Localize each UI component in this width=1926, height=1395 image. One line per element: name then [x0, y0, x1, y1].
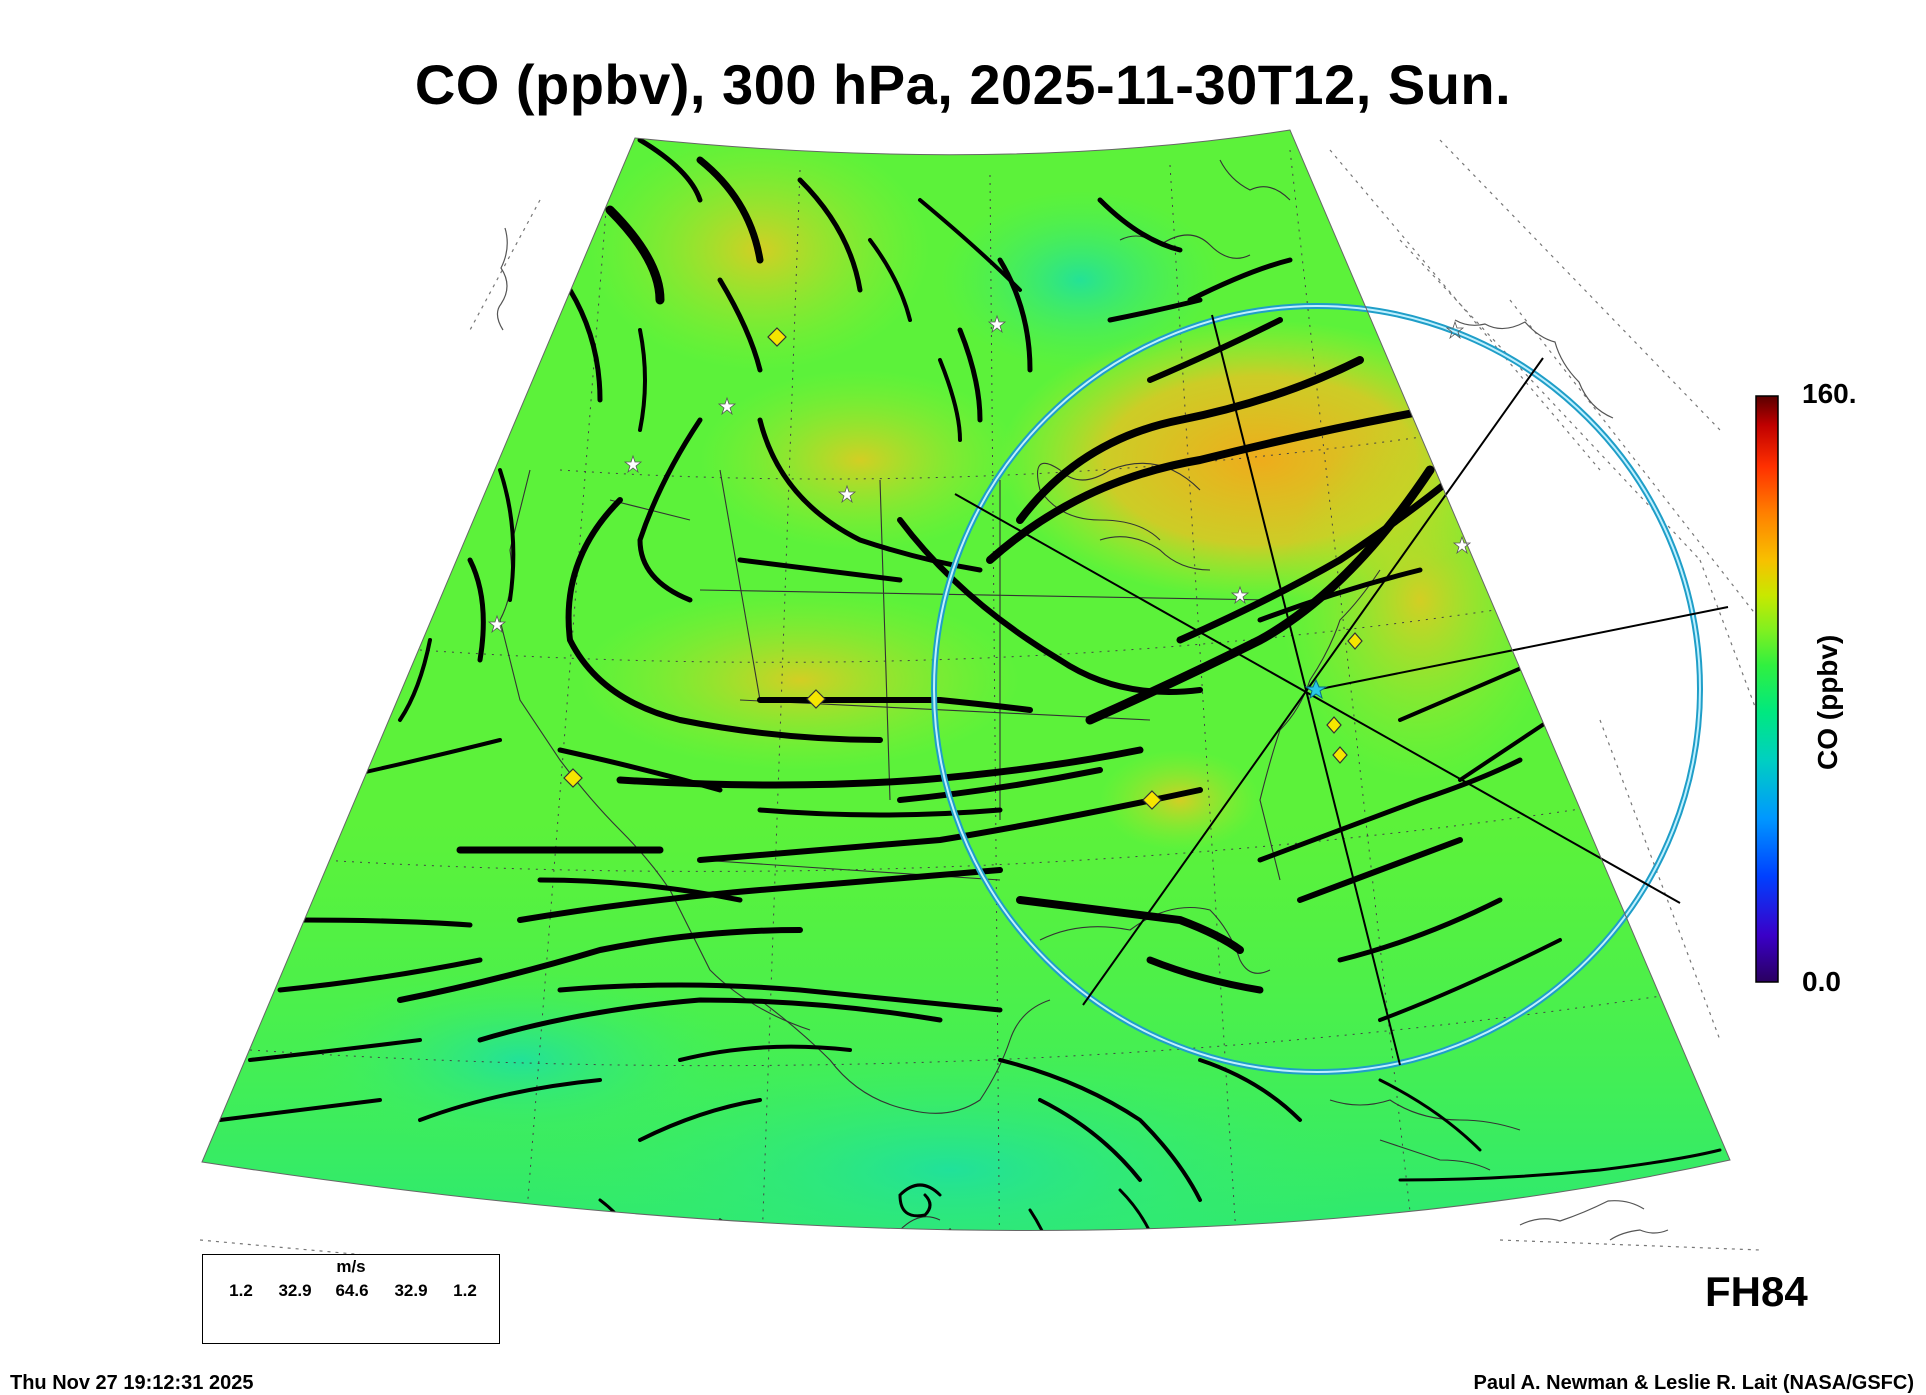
colorbar-min-label: 0.0	[1802, 966, 1841, 997]
wind-legend-unit: m/s	[336, 1257, 366, 1276]
map-boundary	[201, 129, 1731, 1231]
credit: Paul A. Newman & Leslie R. Lait (NASA/GS…	[1473, 1372, 1914, 1394]
wind-streamlines	[218, 137, 1722, 1231]
cross-section-lines	[954, 314, 1729, 1066]
colorbar-max-label: 160.	[1802, 378, 1857, 409]
coastlines	[499, 159, 1521, 1231]
star-marker-icon	[487, 314, 1472, 634]
timestamp: Thu Nov 27 19:12:31 2025	[10, 1372, 254, 1394]
wind-legend-label: 64.6	[335, 1281, 369, 1300]
wind-legend-label: 32.9	[394, 1281, 428, 1300]
diamond-marker-icon	[563, 327, 1363, 810]
wind-legend-label: 32.9	[278, 1281, 312, 1300]
colorbar	[1755, 395, 1779, 983]
co-field	[202, 130, 1730, 1231]
figure-title: CO (ppbv), 300 hPa, 2025-11-30T12, Sun.	[414, 53, 1512, 116]
wind-legend-label: 1.2	[229, 1281, 253, 1300]
wind-legend-label: 1.2	[453, 1281, 477, 1300]
range-ring	[931, 303, 1703, 1075]
outer-coastline	[496, 227, 1669, 1241]
graticule	[249, 149, 1701, 1231]
center-star-icon	[1304, 678, 1328, 700]
wind-legend: m/s 1.2 32.9 64.6 32.9 1.2	[202, 1254, 500, 1344]
colorbar-title: CO (ppbv)	[1812, 634, 1843, 770]
forecast-hour-label: FH84	[1705, 1268, 1808, 1315]
